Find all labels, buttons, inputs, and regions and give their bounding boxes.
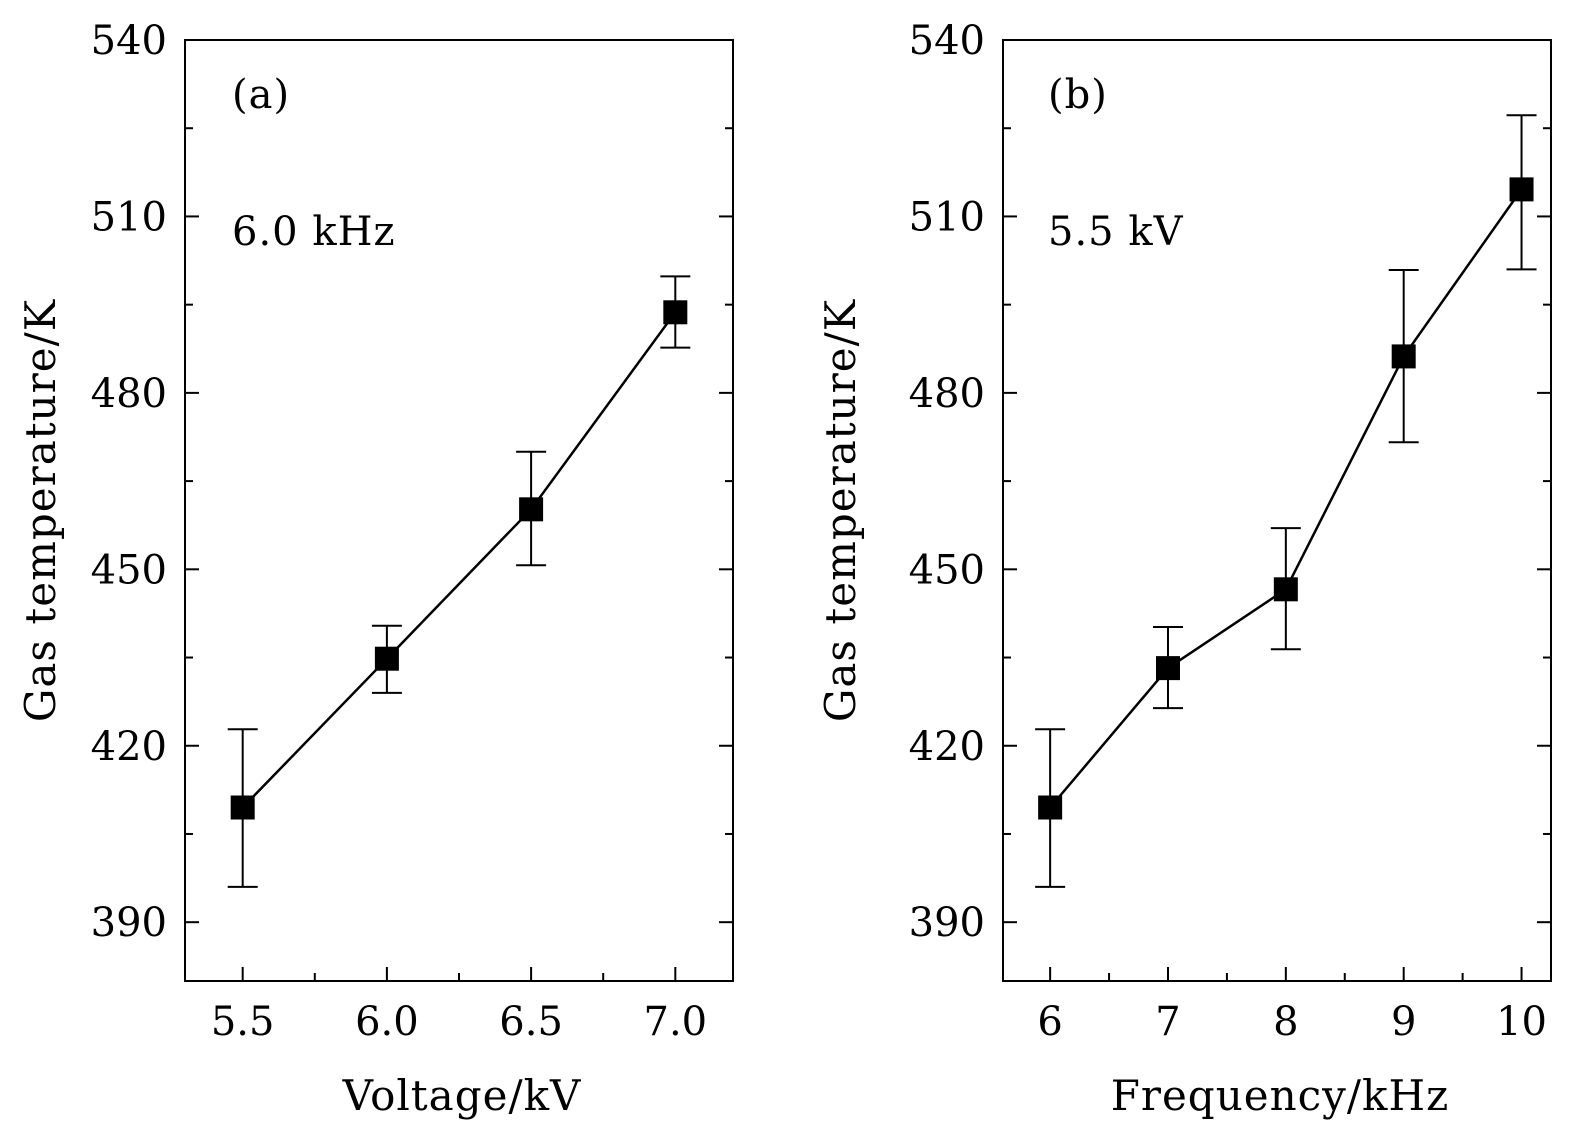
y-tick-label: 390 <box>909 900 985 946</box>
y-tick-label: 510 <box>91 194 167 240</box>
data-point <box>1038 795 1063 820</box>
y-tick-label: 480 <box>91 371 167 417</box>
data-point <box>230 795 255 820</box>
x-tick-label: 7 <box>1155 999 1180 1045</box>
y-tick-label: 480 <box>909 371 985 417</box>
condition-annotation: 6.0 kHz <box>232 209 396 255</box>
x-tick-label: 9 <box>1391 999 1416 1045</box>
condition-annotation: 5.5 kV <box>1048 209 1184 255</box>
panel-label: (b) <box>1048 72 1108 118</box>
y-tick-label: 510 <box>909 194 985 240</box>
y-tick-label: 420 <box>909 724 985 770</box>
y-tick-label: 540 <box>91 18 167 64</box>
data-point <box>519 497 544 522</box>
data-point <box>374 646 399 671</box>
plot-frame <box>184 39 734 982</box>
y-tick-label: 420 <box>91 724 167 770</box>
x-tick-label: 8 <box>1273 999 1298 1045</box>
x-tick-label: 7.0 <box>644 999 708 1045</box>
x-tick-label: 6.5 <box>499 999 563 1045</box>
panel-b: 390 420 450 480 510 540 6 7 8 9 10 Frequency/kHz Gas… <box>816 18 1552 1120</box>
x-tick-label: 6.0 <box>355 999 419 1045</box>
panel-a: 390 420 450 480 510 540 5.5 6.0 6.5 7.0 Voltage/kV… <box>16 18 734 1120</box>
y-tick-label: 450 <box>909 547 985 593</box>
x-axis-label: Voltage/kV <box>342 1071 582 1120</box>
series-line <box>1049 188 1523 809</box>
x-tick-label: 6 <box>1037 999 1062 1045</box>
data-point <box>1509 177 1534 202</box>
y-axis-label: Gas temperature/K <box>816 298 865 722</box>
y-tick-label: 540 <box>909 18 985 64</box>
series-line <box>241 311 677 809</box>
y-tick-label: 450 <box>91 547 167 593</box>
panel-label: (a) <box>232 72 290 118</box>
x-tick-label: 10 <box>1496 999 1547 1045</box>
data-point <box>1273 577 1298 602</box>
x-axis-label: Frequency/kHz <box>1111 1071 1450 1120</box>
data-point <box>1155 656 1180 681</box>
x-tick-label: 5.5 <box>211 999 275 1045</box>
y-axis-label: Gas temperature/K <box>16 298 65 722</box>
plot-frame <box>1002 39 1552 982</box>
data-point <box>663 300 688 325</box>
data-point <box>1391 344 1416 369</box>
y-tick-label: 390 <box>91 900 167 946</box>
